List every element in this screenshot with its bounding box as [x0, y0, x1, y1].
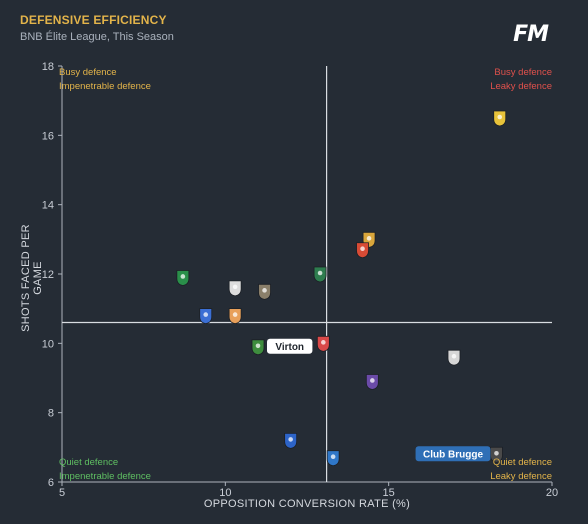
- quadrant-bottom-left-line1: Quiet defence: [59, 457, 119, 468]
- y-tick-label: 18: [42, 61, 54, 73]
- y-tick-label: 10: [42, 338, 54, 350]
- data-point-crest-emblem: [360, 246, 365, 252]
- fm-logo: FM: [513, 22, 549, 47]
- x-tick-label: 5: [59, 487, 65, 499]
- data-point-label: Club Brugge: [423, 449, 483, 460]
- data-point-crest-emblem: [180, 274, 186, 279]
- quadrant-top-right: Busy defence Leaky defence: [490, 66, 552, 94]
- y-tick-label: 16: [42, 130, 54, 142]
- data-point-crest-emblem: [451, 353, 457, 359]
- x-axis-label: OPPOSITION CONVERSION RATE (%): [203, 498, 411, 510]
- quadrant-bottom-right: Quiet defence Leaky defence: [490, 456, 552, 484]
- data-point-crest-emblem: [330, 454, 336, 460]
- data-point-crest-emblem: [288, 437, 293, 442]
- x-tick-label: 10: [219, 487, 231, 499]
- x-tick-label: 15: [383, 487, 395, 499]
- quadrant-bottom-right-line1: Quiet defence: [492, 457, 552, 468]
- data-point-crest-emblem: [255, 343, 261, 349]
- data-point-crest-emblem: [232, 312, 238, 317]
- quadrant-bottom-left-line2: Impenetrable defence: [59, 471, 151, 482]
- quadrant-bottom-left: Quiet defence Impenetrable defence: [59, 456, 151, 484]
- data-point-crest-emblem: [366, 236, 372, 241]
- x-tick-label: 20: [546, 487, 558, 499]
- data-point-crest-emblem: [203, 312, 209, 317]
- data-point-label: Virton: [275, 342, 304, 353]
- data-point-crest-emblem: [262, 288, 267, 293]
- y-axis-label: SHOTS FACED PER GAME: [20, 224, 44, 332]
- y-tick-label: 14: [42, 200, 54, 212]
- y-tick-label: 6: [48, 477, 54, 489]
- quadrant-top-right-line2: Leaky defence: [490, 81, 552, 92]
- data-point-label-box: [267, 338, 313, 354]
- chart-subtitle: BNB Élite League, This Season: [20, 31, 174, 43]
- y-tick-label: 12: [42, 269, 54, 281]
- quadrant-top-right-line1: Busy defence: [494, 67, 552, 78]
- data-point-crest-emblem: [497, 114, 503, 120]
- quadrant-top-left-line1: Busy defence: [59, 67, 117, 78]
- data-point-crest-emblem: [321, 340, 326, 345]
- quadrant-top-left: Busy defence Impenetrable defence: [59, 66, 151, 94]
- y-tick-label: 8: [48, 408, 54, 420]
- data-point-crest-emblem: [494, 450, 499, 456]
- quadrant-bottom-right-line2: Leaky defence: [490, 471, 552, 482]
- chart-title: DEFENSIVE EFFICIENCY: [20, 13, 167, 27]
- data-point-crest-emblem: [370, 378, 375, 383]
- data-point-crest-emblem: [317, 270, 323, 276]
- data-point-label-box: [415, 446, 491, 462]
- data-point-crest-emblem: [232, 284, 238, 290]
- quadrant-top-left-line2: Impenetrable defence: [59, 81, 151, 92]
